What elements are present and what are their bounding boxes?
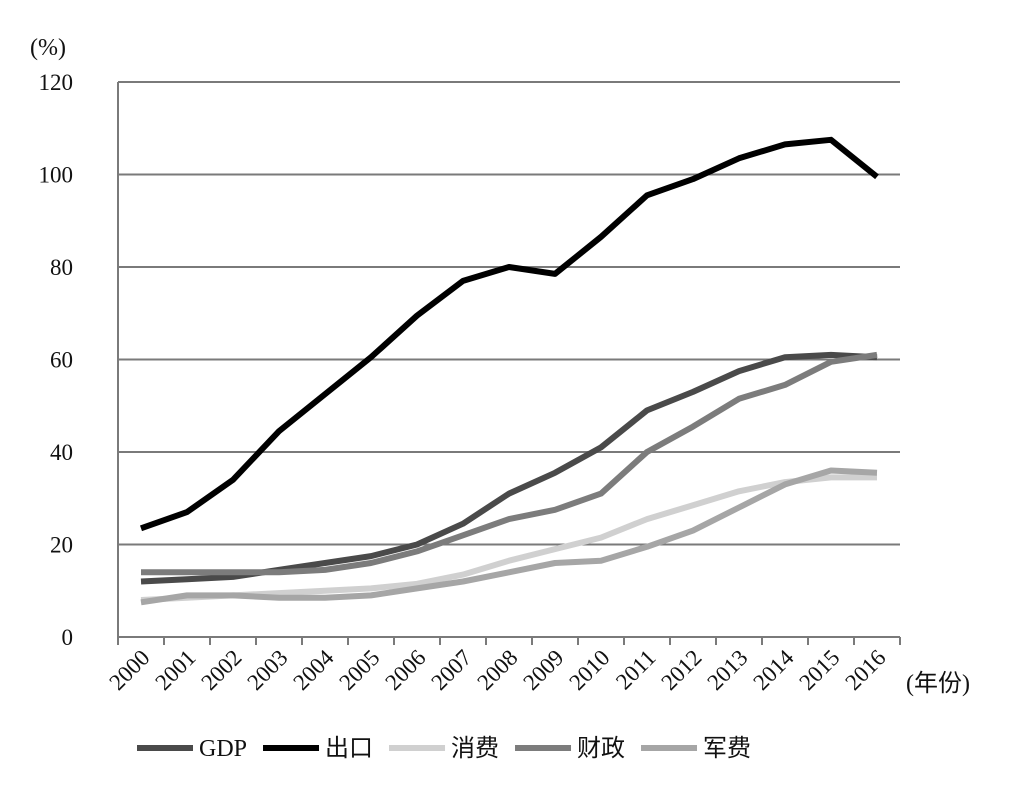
x-tick-label: 2016 [840,645,890,695]
legend: GDP 出口 消费 财政 军费 [137,735,751,762]
series-lines [140,136,879,606]
y-tick-label: 100 [39,163,74,188]
legend-item: 出口 [263,735,373,762]
x-tick-label: 2006 [380,645,430,695]
legend-item: 消费 [389,735,499,762]
x-tick-label: 2010 [564,645,614,695]
y-axis-tick-labels: 0 20 40 60 80 100 120 [39,70,74,650]
x-tick-label: 2011 [611,645,661,695]
y-tick-label: 40 [50,440,73,465]
x-tick-label: 2014 [748,645,799,696]
x-tick-label: 2004 [288,645,339,696]
x-tick-label: 2007 [426,645,476,695]
y-tick-label: 0 [62,625,74,650]
x-tick-label: 2000 [104,645,154,695]
legend-item: 财政 [515,735,625,762]
x-axis-unit-label: (年份) [906,670,970,697]
x-tick-label: 2013 [702,645,752,695]
x-tick-label: 2002 [196,645,246,695]
legend-item: GDP [137,736,247,762]
x-tick-label: 2001 [150,645,200,695]
series-line-5 [140,467,878,606]
y-tick-label: 60 [50,348,73,373]
x-tick-label: 2005 [334,645,384,695]
series-line-3 [140,474,877,603]
y-tick-label: 120 [39,70,74,95]
x-tick-label: 2009 [518,645,568,695]
x-tick-label: 2012 [656,645,706,695]
legend-label: 出口 [325,735,373,762]
legend-label: 军费 [703,735,751,762]
legend-label: 财政 [577,735,625,762]
legend-label: 消费 [451,735,499,762]
x-tick-label: 2015 [794,645,844,695]
series-line-4 [141,351,878,576]
x-tick-label: 2003 [242,645,292,695]
y-axis-unit-label: (%) [30,35,66,61]
legend-label: GDP [199,736,247,762]
y-tick-label: 80 [50,255,73,280]
x-axis-tick-labels: 2000200120022003200420052006200720082009… [104,637,901,696]
y-tick-label: 20 [50,533,73,558]
legend-item: 军费 [641,735,751,762]
series-line-2 [140,136,879,532]
x-tick-label: 2008 [472,645,522,695]
